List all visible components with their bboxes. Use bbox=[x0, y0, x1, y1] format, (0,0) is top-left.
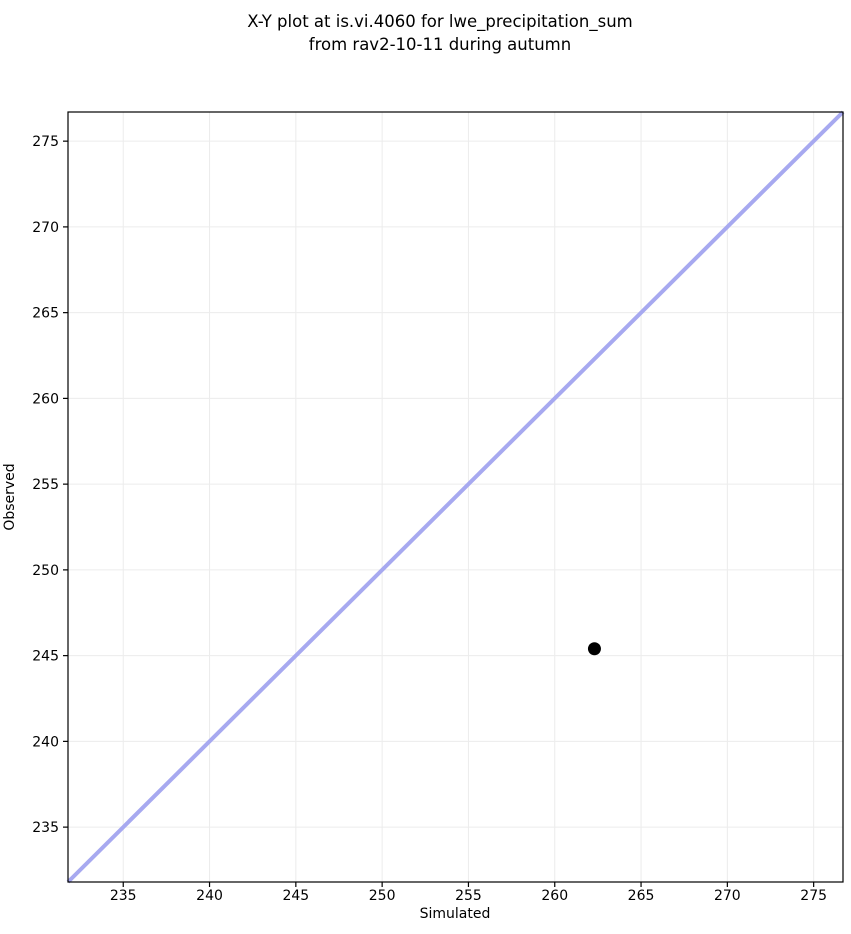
data-points-layer bbox=[587, 642, 601, 656]
x-tick-label: 255 bbox=[455, 888, 482, 904]
x-tick-label: 265 bbox=[628, 888, 655, 904]
x-tick-label: 240 bbox=[196, 888, 223, 904]
y-tick-label: 240 bbox=[32, 734, 59, 750]
x-tick-label: 235 bbox=[110, 888, 137, 904]
axis-ticks-layer: 235 240 245 250 255 260 265 270 275 235 240 245 250 2… bbox=[32, 134, 827, 904]
x-tick-label: 260 bbox=[541, 888, 568, 904]
x-tick-label: 245 bbox=[282, 888, 309, 904]
y-tick-label: 250 bbox=[32, 563, 59, 579]
data-point bbox=[587, 642, 601, 656]
identity-line bbox=[66, 110, 845, 884]
identity-line-layer bbox=[66, 110, 845, 884]
chart-title-line-2: from rav2-10-11 during autumn bbox=[309, 35, 571, 54]
y-tick-label: 245 bbox=[32, 649, 59, 665]
x-tick-label: 270 bbox=[714, 888, 741, 904]
y-tick-label: 260 bbox=[32, 391, 59, 407]
chart-title-line-1: X-Y plot at is.vi.4060 for lwe_precipita… bbox=[247, 12, 633, 32]
y-tick-label: 275 bbox=[32, 134, 59, 150]
x-tick-label: 250 bbox=[369, 888, 396, 904]
plot-frame bbox=[67, 111, 844, 883]
y-tick-label: 270 bbox=[32, 220, 59, 236]
y-axis-label: Observed bbox=[2, 463, 18, 530]
x-axis-label: Simulated bbox=[420, 906, 491, 922]
y-tick-label: 235 bbox=[32, 820, 59, 836]
x-tick-label: 275 bbox=[800, 888, 827, 904]
grid-layer bbox=[68, 112, 843, 882]
plot-frame-layer bbox=[67, 111, 844, 883]
y-tick-label: 255 bbox=[32, 477, 59, 493]
y-tick-label: 265 bbox=[32, 306, 59, 322]
